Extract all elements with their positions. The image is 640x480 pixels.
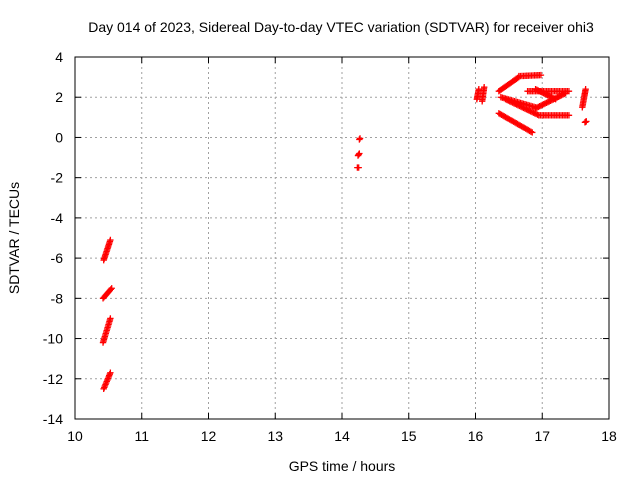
y-tick-label: 4 — [55, 49, 63, 65]
data-point — [537, 71, 545, 79]
y-tick-label: -12 — [43, 371, 63, 387]
x-tick-label: 17 — [534, 428, 550, 444]
y-tick-label: 2 — [55, 89, 63, 105]
y-tick-label: -4 — [51, 210, 64, 226]
y-tick-label: 0 — [55, 129, 63, 145]
y-tick-label: -10 — [43, 331, 63, 347]
data-point — [565, 87, 573, 95]
chart-title: Day 014 of 2023, Sidereal Day-to-day VTE… — [88, 19, 594, 35]
y-tick-label: -8 — [51, 290, 64, 306]
x-tick-label: 12 — [201, 428, 217, 444]
data-point — [356, 136, 363, 143]
data-point — [529, 129, 536, 136]
grid — [75, 57, 609, 419]
data-point — [355, 151, 362, 158]
data-point — [582, 85, 589, 93]
x-tick-label: 15 — [401, 428, 417, 444]
data-points — [99, 71, 590, 393]
data-point — [583, 118, 590, 125]
data-point — [551, 95, 558, 102]
data-point — [355, 164, 362, 171]
y-axis-label: SDTVAR / TECUs — [6, 182, 22, 294]
data-point — [534, 111, 541, 118]
data-point — [480, 83, 488, 91]
x-tick-label: 11 — [134, 428, 149, 444]
data-point — [107, 369, 114, 376]
data-point — [107, 286, 114, 293]
data-point — [356, 135, 364, 142]
data-point — [108, 285, 115, 292]
x-tick-label: 10 — [67, 428, 83, 444]
data-point — [552, 96, 559, 103]
x-tick-label: 18 — [601, 428, 617, 444]
x-tick-label: 16 — [468, 428, 484, 444]
y-tick-label: -2 — [51, 170, 64, 186]
data-point — [356, 150, 363, 157]
plot-frame — [74, 56, 610, 420]
data-point — [565, 112, 573, 119]
y-tick-label: -14 — [43, 411, 63, 427]
y-tick-label: -6 — [51, 250, 64, 266]
x-tick-label: 14 — [334, 428, 350, 444]
x-axis-label: GPS time / hours — [289, 458, 396, 474]
data-point — [107, 236, 114, 244]
data-point — [107, 315, 114, 322]
x-tick-label: 13 — [267, 428, 283, 444]
axis-ticks: 10 11 12 13 14 15 16 17 18 -14 -12 -10 -8 -6 -4 -2 0 2 4 — [43, 49, 617, 444]
data-point — [527, 128, 535, 135]
